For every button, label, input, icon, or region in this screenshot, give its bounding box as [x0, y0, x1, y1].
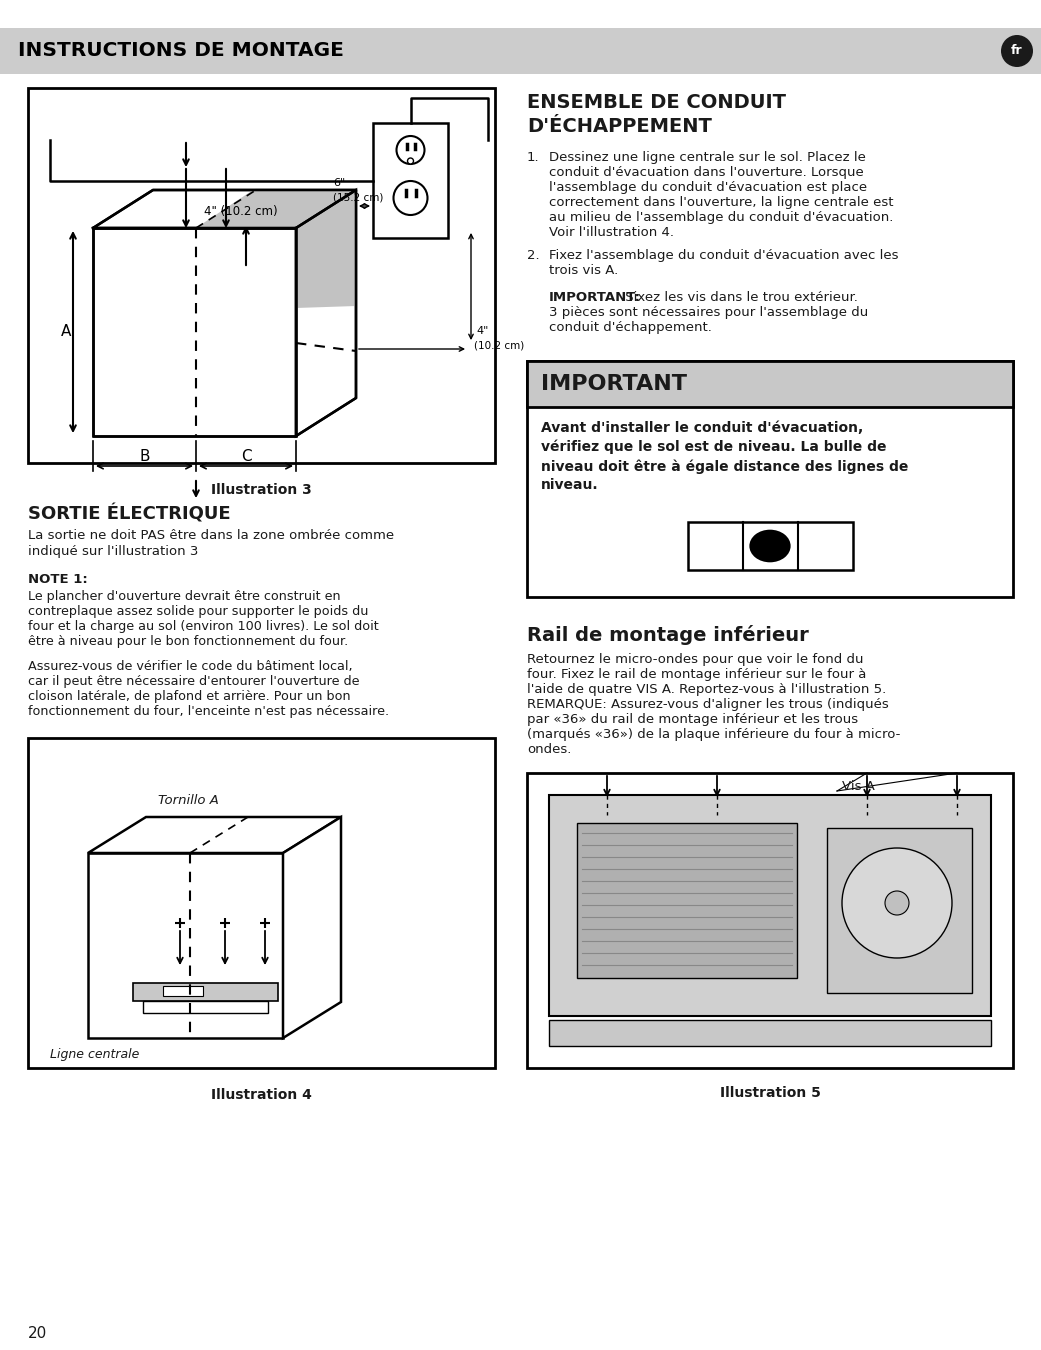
Text: IMPORTANT:: IMPORTANT: — [549, 292, 641, 304]
Text: correctement dans l'ouverture, la ligne centrale est: correctement dans l'ouverture, la ligne … — [549, 196, 893, 209]
Text: Tornillo A: Tornillo A — [158, 794, 219, 806]
Text: Rail de montage inférieur: Rail de montage inférieur — [527, 625, 809, 645]
Text: l'assemblage du conduit d'évacuation est place: l'assemblage du conduit d'évacuation est… — [549, 181, 867, 194]
Text: C: C — [240, 450, 251, 464]
Bar — [549, 795, 991, 1017]
Text: conduit d'évacuation dans l'ouverture. Lorsque: conduit d'évacuation dans l'ouverture. L… — [549, 166, 864, 180]
Text: trois vis A.: trois vis A. — [549, 265, 618, 277]
Text: cloison latérale, de plafond et arrière. Pour un bon: cloison latérale, de plafond et arrière.… — [28, 690, 351, 703]
Text: Retournez le micro-ondes pour que voir le fond du: Retournez le micro-ondes pour que voir l… — [527, 653, 863, 666]
Text: Ligne centrale: Ligne centrale — [50, 1048, 139, 1061]
Polygon shape — [93, 190, 356, 228]
Circle shape — [885, 891, 909, 915]
Text: Dessinez une ligne centrale sur le sol. Placez le: Dessinez une ligne centrale sur le sol. … — [549, 151, 866, 163]
Circle shape — [842, 848, 953, 958]
Text: (10.2 cm): (10.2 cm) — [474, 342, 525, 351]
Text: La sortie ne doit PAS être dans la zone ombrée comme: La sortie ne doit PAS être dans la zone … — [28, 529, 395, 541]
Polygon shape — [296, 190, 356, 436]
Text: IMPORTANT: IMPORTANT — [541, 374, 687, 394]
Circle shape — [1001, 35, 1033, 68]
Text: fonctionnement du four, l'enceinte n'est pas nécessaire.: fonctionnement du four, l'enceinte n'est… — [28, 705, 389, 718]
Bar — [827, 828, 972, 994]
Text: INSTRUCTIONS DE MONTAGE: INSTRUCTIONS DE MONTAGE — [18, 42, 344, 61]
Text: B: B — [139, 450, 150, 464]
Text: NOTE 1:: NOTE 1: — [28, 572, 87, 586]
Text: REMARQUE: Assurez-vous d'aligner les trous (indiqués: REMARQUE: Assurez-vous d'aligner les tro… — [527, 698, 889, 711]
Text: être à niveau pour le bon fonctionnement du four.: être à niveau pour le bon fonctionnement… — [28, 634, 349, 648]
Text: D'ÉCHAPPEMENT: D'ÉCHAPPEMENT — [527, 117, 712, 136]
Text: (marqués «36») de la plaque inférieure du four à micro-: (marqués «36») de la plaque inférieure d… — [527, 728, 900, 741]
Text: four. Fixez le rail de montage inférieur sur le four à: four. Fixez le rail de montage inférieur… — [527, 668, 866, 680]
Bar — [527, 360, 1013, 406]
Text: Sixez les vis dans le trou extérieur.: Sixez les vis dans le trou extérieur. — [621, 292, 858, 304]
Bar — [527, 360, 1013, 597]
Text: SORTIE ÉLECTRIQUE: SORTIE ÉLECTRIQUE — [28, 505, 231, 524]
Bar — [133, 983, 278, 1000]
Bar — [549, 1021, 991, 1046]
Text: 3 pièces sont nécessaires pour l'assemblage du: 3 pièces sont nécessaires pour l'assembl… — [549, 306, 868, 319]
Text: 4" (10.2 cm): 4" (10.2 cm) — [204, 205, 278, 219]
Text: fr: fr — [1011, 45, 1023, 58]
Text: Avant d'installer le conduit d'évacuation,: Avant d'installer le conduit d'évacuatio… — [541, 421, 863, 435]
Text: niveau.: niveau. — [541, 478, 599, 491]
Text: au milieu de l'assemblage du conduit d'évacuation.: au milieu de l'assemblage du conduit d'é… — [549, 211, 893, 224]
Bar — [28, 738, 496, 1068]
Bar — [143, 1000, 268, 1012]
Text: 1.: 1. — [527, 151, 539, 163]
Text: Vis A: Vis A — [842, 780, 874, 794]
Circle shape — [393, 181, 428, 215]
Bar — [28, 88, 496, 463]
Circle shape — [397, 136, 425, 163]
Bar — [0, 28, 1041, 74]
Text: Voir l'illustration 4.: Voir l'illustration 4. — [549, 225, 674, 239]
Text: four et la charge au sol (environ 100 livres). Le sol doit: four et la charge au sol (environ 100 li… — [28, 620, 379, 633]
Bar — [163, 986, 203, 996]
Text: Le plancher d'ouverture devrait être construit en: Le plancher d'ouverture devrait être con… — [28, 590, 340, 603]
Bar — [373, 123, 448, 238]
Polygon shape — [88, 817, 341, 853]
Text: Illustration 3: Illustration 3 — [211, 483, 312, 497]
Circle shape — [407, 158, 413, 163]
Text: ondes.: ondes. — [527, 743, 572, 756]
Text: vérifiez que le sol est de niveau. La bulle de: vérifiez que le sol est de niveau. La bu… — [541, 440, 887, 455]
Polygon shape — [93, 228, 296, 436]
Text: contreplaque assez solide pour supporter le poids du: contreplaque assez solide pour supporter… — [28, 605, 369, 618]
Text: Illustration 4: Illustration 4 — [211, 1088, 312, 1102]
Text: par «36» du rail de montage inférieur et les trous: par «36» du rail de montage inférieur et… — [527, 713, 858, 726]
Polygon shape — [196, 188, 356, 228]
Text: A: A — [60, 324, 71, 339]
Ellipse shape — [750, 529, 790, 563]
Text: Assurez-vous de vérifier le code du bâtiment local,: Assurez-vous de vérifier le code du bâti… — [28, 660, 353, 674]
Polygon shape — [88, 853, 283, 1038]
Bar — [687, 522, 853, 570]
Text: l'aide de quatre VIS A. Reportez-vous à l'illustration 5.: l'aide de quatre VIS A. Reportez-vous à … — [527, 683, 886, 697]
Text: Fixez l'assemblage du conduit d'évacuation avec les: Fixez l'assemblage du conduit d'évacuati… — [549, 248, 898, 262]
Polygon shape — [283, 817, 341, 1038]
Text: niveau doit être à égale distance des lignes de: niveau doit être à égale distance des li… — [541, 459, 909, 474]
Text: ENSEMBLE DE CONDUIT: ENSEMBLE DE CONDUIT — [527, 93, 786, 112]
Text: Illustration 5: Illustration 5 — [719, 1085, 820, 1100]
Bar — [527, 774, 1013, 1068]
Polygon shape — [296, 190, 356, 308]
Text: 2.: 2. — [527, 248, 539, 262]
Text: 20: 20 — [28, 1326, 47, 1341]
Text: (15.2 cm): (15.2 cm) — [333, 193, 383, 202]
Text: car il peut être nécessaire d'entourer l'ouverture de: car il peut être nécessaire d'entourer l… — [28, 675, 359, 688]
Text: 6": 6" — [333, 178, 346, 188]
Text: indiqué sur l'illustration 3: indiqué sur l'illustration 3 — [28, 545, 199, 558]
Text: 4": 4" — [476, 325, 488, 336]
Bar — [577, 824, 797, 977]
Text: conduit d'échappement.: conduit d'échappement. — [549, 321, 712, 333]
